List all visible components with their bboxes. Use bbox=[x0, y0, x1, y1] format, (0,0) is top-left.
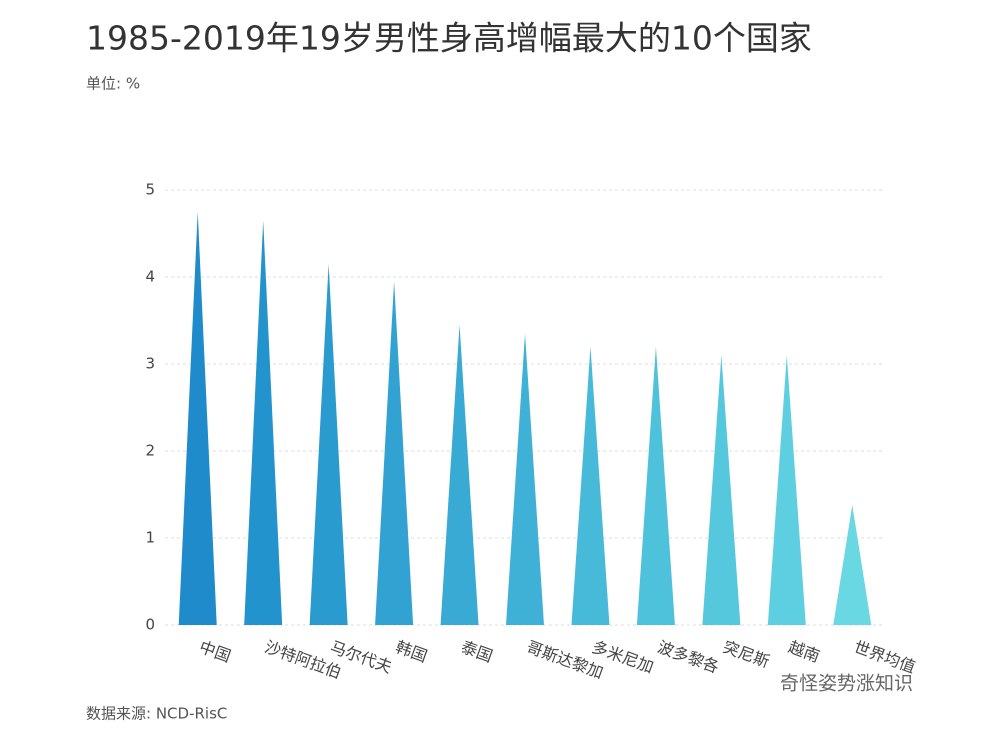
chart-title: 1985-2019年19岁男性身高增幅最大的10个国家 bbox=[86, 19, 812, 58]
spike-bar bbox=[833, 504, 872, 625]
spike-bar bbox=[244, 220, 283, 625]
y-tick-label: 5 bbox=[145, 181, 155, 199]
spike-bar bbox=[440, 324, 479, 625]
y-tick-label: 0 bbox=[145, 616, 155, 634]
spike-bar bbox=[767, 355, 806, 625]
spike-bar bbox=[636, 346, 675, 625]
spike-bar bbox=[309, 263, 348, 625]
y-tick-label: 4 bbox=[145, 268, 155, 286]
y-tick-label: 2 bbox=[145, 442, 155, 460]
spike-bar bbox=[375, 281, 414, 625]
spike-bar bbox=[506, 333, 544, 625]
y-tick-label: 3 bbox=[145, 355, 155, 373]
source-note: 数据来源: NCD-RisC bbox=[86, 705, 227, 723]
spike-bar bbox=[178, 211, 217, 625]
y-tick-label: 1 bbox=[145, 529, 155, 547]
spike-bar bbox=[702, 355, 741, 625]
spike-bar bbox=[571, 346, 610, 625]
watermark: 奇怪姿势涨知识 bbox=[780, 673, 913, 695]
chart-subtitle: 单位: % bbox=[86, 75, 140, 93]
